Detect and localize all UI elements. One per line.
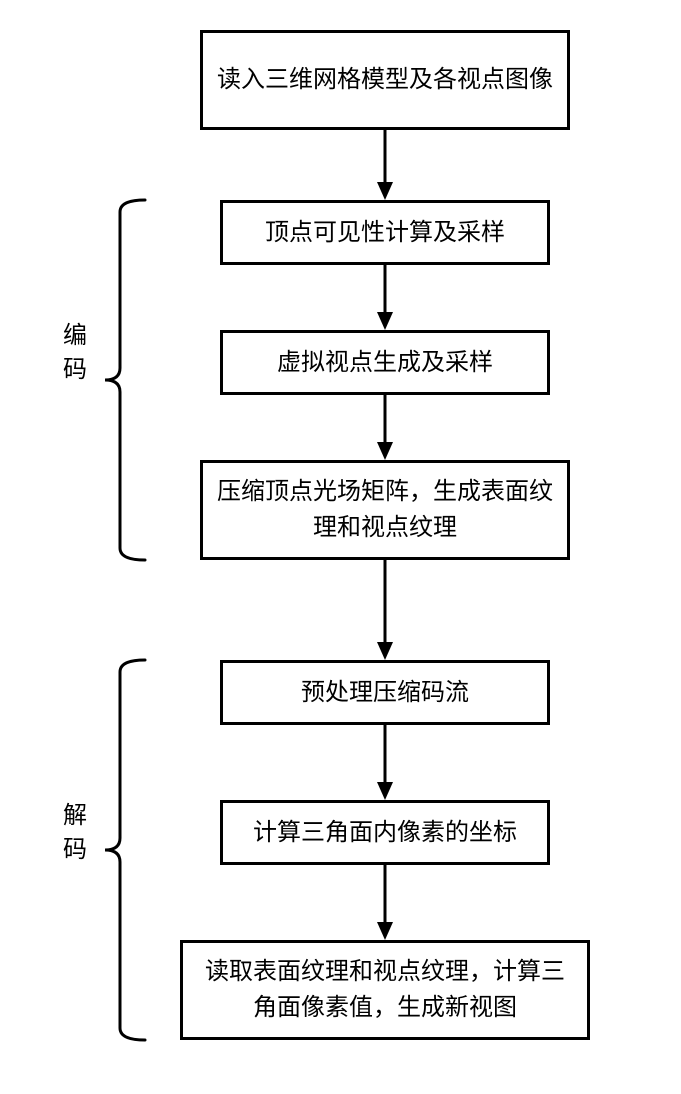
flow-box-preprocess: 预处理压缩码流 xyxy=(220,660,550,725)
flow-box-input: 读入三维网格模型及各视点图像 xyxy=(200,30,570,130)
flow-box-virtual-view: 虚拟视点生成及采样 xyxy=(220,330,550,395)
flow-box-visibility: 顶点可见性计算及采样 xyxy=(220,200,550,265)
encode-label: 编码 xyxy=(60,320,90,387)
flow-box-output: 读取表面纹理和视点纹理，计算三角面像素值，生成新视图 xyxy=(180,940,590,1040)
flow-box-pixel-coord: 计算三角面内像素的坐标 xyxy=(220,800,550,865)
decode-label: 解码 xyxy=(60,800,90,867)
flow-box-compress: 压缩顶点光场矩阵，生成表面纹理和视点纹理 xyxy=(200,460,570,560)
